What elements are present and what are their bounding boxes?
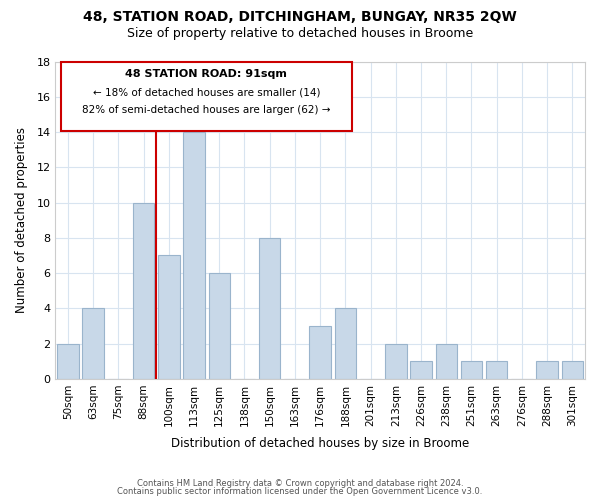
Text: 48 STATION ROAD: 91sqm: 48 STATION ROAD: 91sqm: [125, 70, 287, 80]
X-axis label: Distribution of detached houses by size in Broome: Distribution of detached houses by size …: [171, 437, 469, 450]
Bar: [562, 362, 583, 379]
Bar: [410, 362, 432, 379]
Bar: [133, 202, 154, 379]
Bar: [486, 362, 508, 379]
Text: ← 18% of detached houses are smaller (14): ← 18% of detached houses are smaller (14…: [92, 88, 320, 98]
Bar: [335, 308, 356, 379]
Bar: [209, 273, 230, 379]
Bar: [436, 344, 457, 379]
Bar: [310, 326, 331, 379]
Bar: [57, 344, 79, 379]
Text: Size of property relative to detached houses in Broome: Size of property relative to detached ho…: [127, 28, 473, 40]
Bar: [536, 362, 558, 379]
Bar: [158, 256, 179, 379]
Text: 82% of semi-detached houses are larger (62) →: 82% of semi-detached houses are larger (…: [82, 106, 331, 116]
Y-axis label: Number of detached properties: Number of detached properties: [15, 127, 28, 313]
Bar: [385, 344, 407, 379]
Text: 48, STATION ROAD, DITCHINGHAM, BUNGAY, NR35 2QW: 48, STATION ROAD, DITCHINGHAM, BUNGAY, N…: [83, 10, 517, 24]
Text: Contains HM Land Registry data © Crown copyright and database right 2024.: Contains HM Land Registry data © Crown c…: [137, 478, 463, 488]
Bar: [461, 362, 482, 379]
Bar: [82, 308, 104, 379]
Bar: [184, 132, 205, 379]
FancyBboxPatch shape: [61, 62, 352, 132]
Bar: [259, 238, 280, 379]
Text: Contains public sector information licensed under the Open Government Licence v3: Contains public sector information licen…: [118, 488, 482, 496]
